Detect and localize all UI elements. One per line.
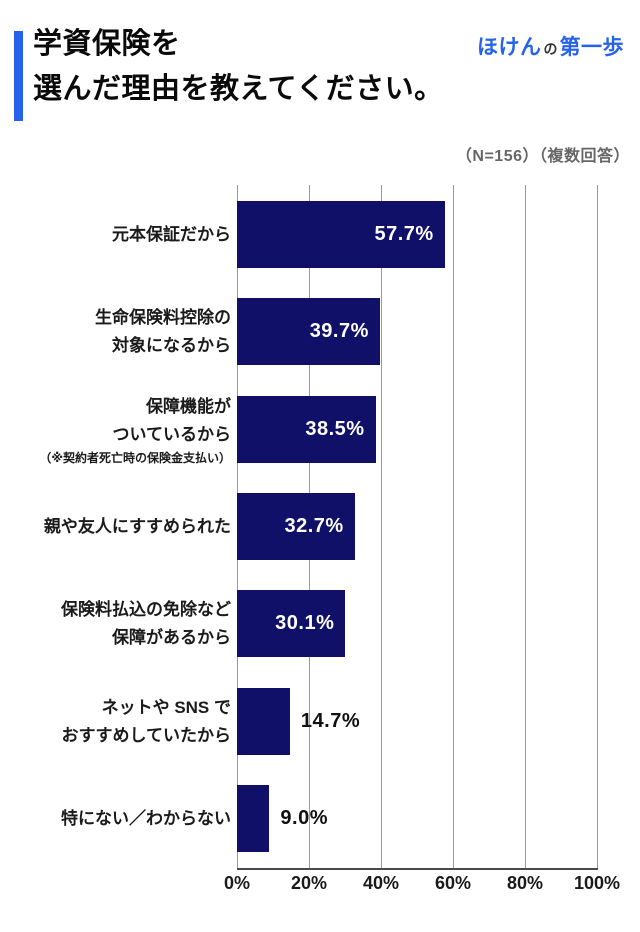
x-tick-label: 60% [434, 873, 472, 893]
bar-value: 38.5% [305, 418, 365, 440]
gridline-100% [596, 185, 598, 868]
bar-label: 保障機能がついているから （※契約者死亡時の保険金支払い） [0, 396, 232, 465]
bar-32.7%: 32.7% [237, 493, 355, 560]
bar-label: ネットや SNS でおすすめしていたから [0, 688, 232, 755]
sample-size-note: （N=156）（複数回答） [455, 148, 630, 165]
x-tick-label: 80% [506, 873, 544, 893]
bar-label-line: おすすめしていたから [61, 725, 232, 745]
brand-logo-part2: の [543, 41, 558, 57]
bar-label-line: 保障があるから [112, 627, 231, 647]
bar-label-line: 生命保険料控除の [95, 307, 231, 327]
bar-38.5%: 38.5% [237, 396, 376, 463]
gridline-60% [452, 185, 454, 868]
bar-value: 39.7% [309, 320, 369, 342]
bar-label-line: ネットや SNS で [101, 697, 231, 717]
bar-value: 14.7% [300, 710, 361, 732]
bar-label-line: ついているから [112, 424, 232, 444]
page-title: 学資保険を選んだ理由を教えてください。 [33, 22, 444, 112]
gridline-40% [380, 185, 382, 868]
bar-9.0% [237, 785, 270, 852]
brand-logo-part3: 第一歩 [559, 36, 624, 59]
x-tick-label: 40% [362, 873, 400, 893]
bar-value: 30.1% [275, 612, 335, 634]
bar-value: 57.7% [374, 223, 434, 245]
page-title-line2: 選んだ理由を教えてください。 [33, 73, 444, 105]
bar-label: 保険料払込の免除など保障があるから [0, 590, 231, 657]
bar-30.1%: 30.1% [237, 590, 346, 657]
bar-label: 生命保険料控除の対象になるから [0, 298, 231, 365]
page-title-line1: 学資保険を [33, 28, 181, 60]
bar-label: 元本保証だから [0, 201, 231, 268]
bar-label-line: 元本保証だから [112, 224, 231, 244]
bar-57.7%: 57.7% [237, 201, 445, 268]
gridline-80% [524, 185, 526, 868]
bar-label-line: 保険料払込の免除など [61, 599, 231, 619]
title-accent-bar [14, 31, 23, 121]
bar-39.7%: 39.7% [237, 298, 380, 365]
bar-label-line: 親や友人にすすめられた [43, 516, 231, 536]
x-axis-line [237, 868, 598, 870]
x-tick-label: 0% [223, 873, 250, 893]
bar-label-line: 保障機能が [146, 396, 231, 416]
bar-chart: 0% 20% 40% 60% 80% 100% 元本保証だから 57.7% 生命保険料控除の対象… [0, 185, 640, 925]
x-tick-label: 20% [290, 873, 328, 893]
bar-label: 親や友人にすすめられた [0, 493, 231, 560]
brand-logo: ほけん の第一歩 [477, 31, 624, 61]
bar-label: 特にない／わからない [0, 785, 231, 852]
bar-label-line: 対象になるから [112, 335, 231, 355]
bar-14.7% [237, 688, 290, 755]
bar-value: 32.7% [284, 515, 344, 537]
x-tick-label: 100% [573, 873, 621, 893]
bar-value: 9.0% [280, 807, 328, 829]
brand-logo-part1: ほけん [477, 36, 542, 59]
bar-label-line: 特にない／わからない [61, 808, 231, 828]
bar-label-note: （※契約者死亡時の保険金支払い） [39, 450, 231, 465]
